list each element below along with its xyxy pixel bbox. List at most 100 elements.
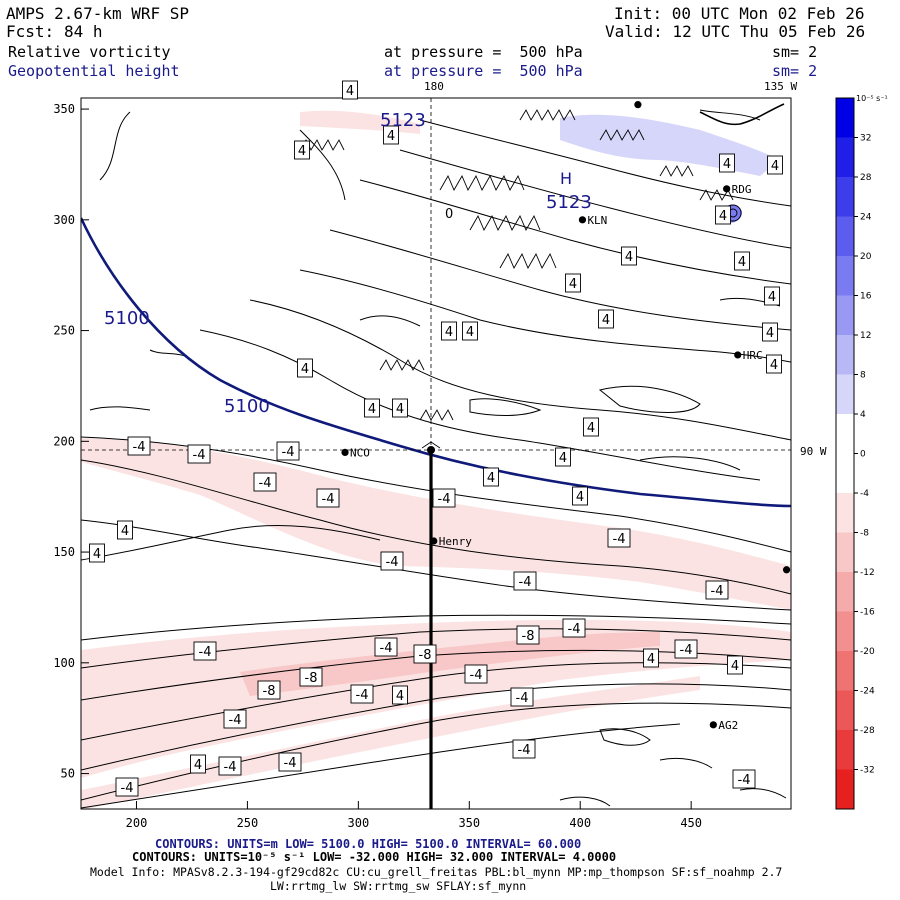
colorbar-label: -4 — [860, 489, 869, 499]
vorticity-colorbar: 32 28 24 20 16 12 8 4 0 -4 -8 -12 -16 -20 -24 -28 -32 — [835, 97, 875, 810]
station-dot — [341, 448, 349, 456]
vorticity-label-box: 4 — [441, 321, 457, 341]
height-label: 5123 — [380, 110, 426, 131]
vorticity-label-text: -4 — [738, 773, 751, 788]
vorticity-label-box: -4 — [187, 444, 211, 464]
vorticity-label-text: 4 — [298, 144, 306, 159]
y-tick-label: 150 — [53, 545, 75, 559]
vorticity-label-box: -4 — [732, 769, 756, 789]
high-pressure-marker: H — [560, 169, 572, 188]
south-pole-marker — [421, 441, 441, 454]
init-time: Init: 00 UTC Mon 02 Feb 26 — [614, 4, 865, 23]
vorticity-label-box: 4 — [767, 155, 783, 175]
vorticity-contours — [81, 109, 791, 809]
vorticity-label-box: -4 — [705, 580, 729, 600]
vorticity-label-box: 4 — [598, 309, 614, 329]
vorticity-label-box: 4 — [117, 520, 133, 540]
vorticity-label-text: 4 — [770, 358, 778, 373]
station-label: RDG — [732, 183, 752, 196]
colorbar-segment — [836, 769, 854, 810]
vorticity-label-text: -8 — [263, 684, 276, 699]
vorticity-label-text: 4 — [396, 402, 404, 417]
station-dot — [634, 101, 642, 109]
forecast-hour: 84 h — [64, 22, 103, 41]
vorticity-label-text: -4 — [438, 492, 451, 507]
colorbar-label: 12 — [860, 331, 871, 341]
colorbar-label: -12 — [860, 568, 875, 578]
field1-smoothing: sm= 2 — [772, 43, 818, 61]
vorticity-label-box: -4 — [674, 639, 698, 659]
colorbar-segment — [836, 532, 854, 573]
vorticity-label-box: 4 — [294, 140, 310, 160]
vorticity-label-box: 4 — [766, 354, 782, 374]
colorbar-segment — [836, 335, 854, 375]
y-tick-label: 350 — [53, 102, 75, 116]
colorbar-segment — [836, 256, 854, 296]
colorbar-segment — [836, 572, 854, 612]
vorticity-label-box: 4 — [572, 486, 588, 506]
height-contour-info: CONTOURS: UNITS=m LOW= 5100.0 HIGH= 5100… — [155, 837, 581, 851]
colorbar-label: -8 — [860, 529, 869, 539]
y-axis-ticks: 350 300 250 200 150 100 50 — [53, 102, 89, 781]
x-tick-label: 300 — [348, 816, 370, 830]
vorticity-label-text: 4 — [569, 277, 577, 292]
colorbar-segment — [836, 216, 854, 257]
vorticity-label-text: 4 — [466, 325, 474, 340]
vorticity-label-box: -4 — [350, 684, 374, 704]
vorticity-label-box: -4 — [218, 756, 242, 776]
vorticity-label-text: 4 — [368, 402, 376, 417]
station-dot — [578, 216, 587, 224]
height-label: 5123 — [546, 192, 592, 213]
valid-time: Valid: 12 UTC Thu 05 Feb 26 — [605, 22, 866, 41]
colorbar-label: -20 — [860, 647, 875, 657]
colorbar-segment — [836, 374, 854, 415]
vorticity-label-text: 4 — [723, 157, 731, 172]
vorticity-label-text: -4 — [322, 492, 335, 507]
vorticity-label-text: -4 — [613, 532, 626, 547]
colorbar-label: 0 — [860, 450, 866, 460]
station-dot — [430, 537, 438, 545]
vorticity-label-box: 4 — [621, 246, 637, 266]
field2-smoothing: sm= 2 — [772, 62, 818, 80]
y-tick-label: 200 — [53, 434, 75, 448]
colorbar-segment — [836, 137, 854, 178]
colorbar-segment — [836, 493, 854, 533]
vorticity-label-box: 4 — [565, 273, 581, 293]
neg-vorticity-band-strong — [240, 632, 660, 696]
vorticity-label-box: -8 — [257, 680, 281, 700]
vorticity-label-box: -4 — [276, 441, 300, 461]
vorticity-label-text: -4 — [516, 691, 529, 706]
map-field-layer — [81, 103, 791, 809]
neg-vorticity-band-upper — [81, 438, 791, 610]
colorbar-label: 24 — [860, 213, 872, 223]
vorticity-label-text: 4 — [445, 325, 453, 340]
field1-level: at pressure = 500 hPa — [384, 43, 583, 61]
height-contour-labels: 5100 5100 5123 5123 H — [104, 110, 592, 417]
field2-level: at pressure = 500 hPa — [384, 62, 583, 80]
colorbar-segment — [836, 453, 854, 494]
vorticity-label-text: -4 — [229, 713, 242, 728]
vorticity-label-box: -4 — [223, 709, 247, 729]
colorbar-unit-label: 10⁻⁵ s⁻¹ — [856, 94, 888, 103]
model-info-line2: LW:rrtmg_lw SW:rrtmg_sw SFLAY:sf_mynn — [270, 879, 526, 893]
geopotential-height-contours — [81, 217, 791, 508]
colorbar-label: 28 — [860, 173, 872, 183]
x-tick-label: 450 — [680, 816, 702, 830]
colorbar-label: -16 — [860, 608, 875, 618]
colorbar-segment — [836, 414, 854, 454]
model-title: AMPS 2.67-km WRF SP — [6, 4, 190, 23]
pos-vorticity-patch — [560, 114, 780, 176]
vorticity-label-text: -4 — [518, 743, 531, 758]
vorticity-label-text: -4 — [680, 643, 693, 658]
vorticity-label-box: -4 — [374, 637, 398, 657]
colorbar-segment — [836, 98, 854, 138]
forecast-label: Fcst: — [6, 22, 55, 41]
vorticity-label-text: 4 — [602, 313, 610, 328]
vorticity-label-text: -4 — [711, 584, 724, 599]
vorticity-label-box: -8 — [413, 644, 437, 664]
x-axis-ticks: 200 250 300 350 400 450 — [126, 801, 702, 830]
station-label: Henry — [439, 535, 472, 548]
colorbar-segment — [836, 651, 854, 691]
station-label: HRC — [743, 349, 763, 362]
